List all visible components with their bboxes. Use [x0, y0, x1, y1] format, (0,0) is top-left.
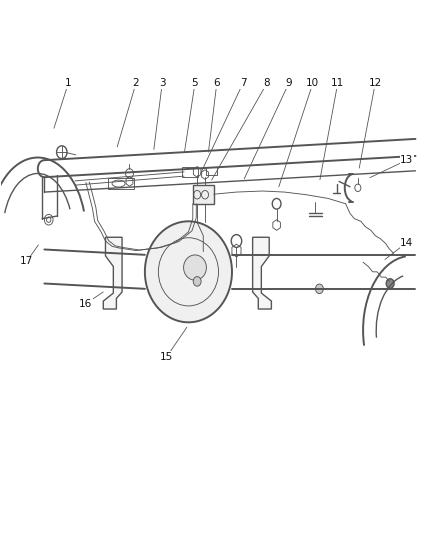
Text: 13: 13 [400, 155, 413, 165]
Polygon shape [253, 237, 272, 309]
Text: 8: 8 [264, 78, 270, 88]
Bar [108, 177, 134, 189]
Text: 17: 17 [20, 256, 34, 266]
Text: 5: 5 [192, 78, 198, 88]
Bar [206, 167, 217, 175]
Bar [193, 185, 214, 204]
Bar [182, 166, 198, 177]
Polygon shape [103, 237, 122, 309]
Text: 16: 16 [79, 298, 92, 309]
Text: 12: 12 [369, 78, 382, 88]
Ellipse shape [145, 221, 232, 322]
Circle shape [193, 277, 201, 286]
Text: 6: 6 [213, 78, 220, 88]
Text: 2: 2 [133, 78, 139, 88]
Text: 15: 15 [160, 352, 173, 362]
Text: 11: 11 [331, 78, 344, 88]
Text: 14: 14 [400, 238, 413, 247]
Text: 7: 7 [240, 78, 246, 88]
Text: 3: 3 [159, 78, 166, 88]
Circle shape [315, 284, 323, 294]
Text: 1: 1 [65, 78, 72, 88]
Text: 10: 10 [306, 78, 319, 88]
Ellipse shape [184, 255, 206, 280]
Circle shape [386, 279, 394, 288]
Text: 9: 9 [286, 78, 292, 88]
